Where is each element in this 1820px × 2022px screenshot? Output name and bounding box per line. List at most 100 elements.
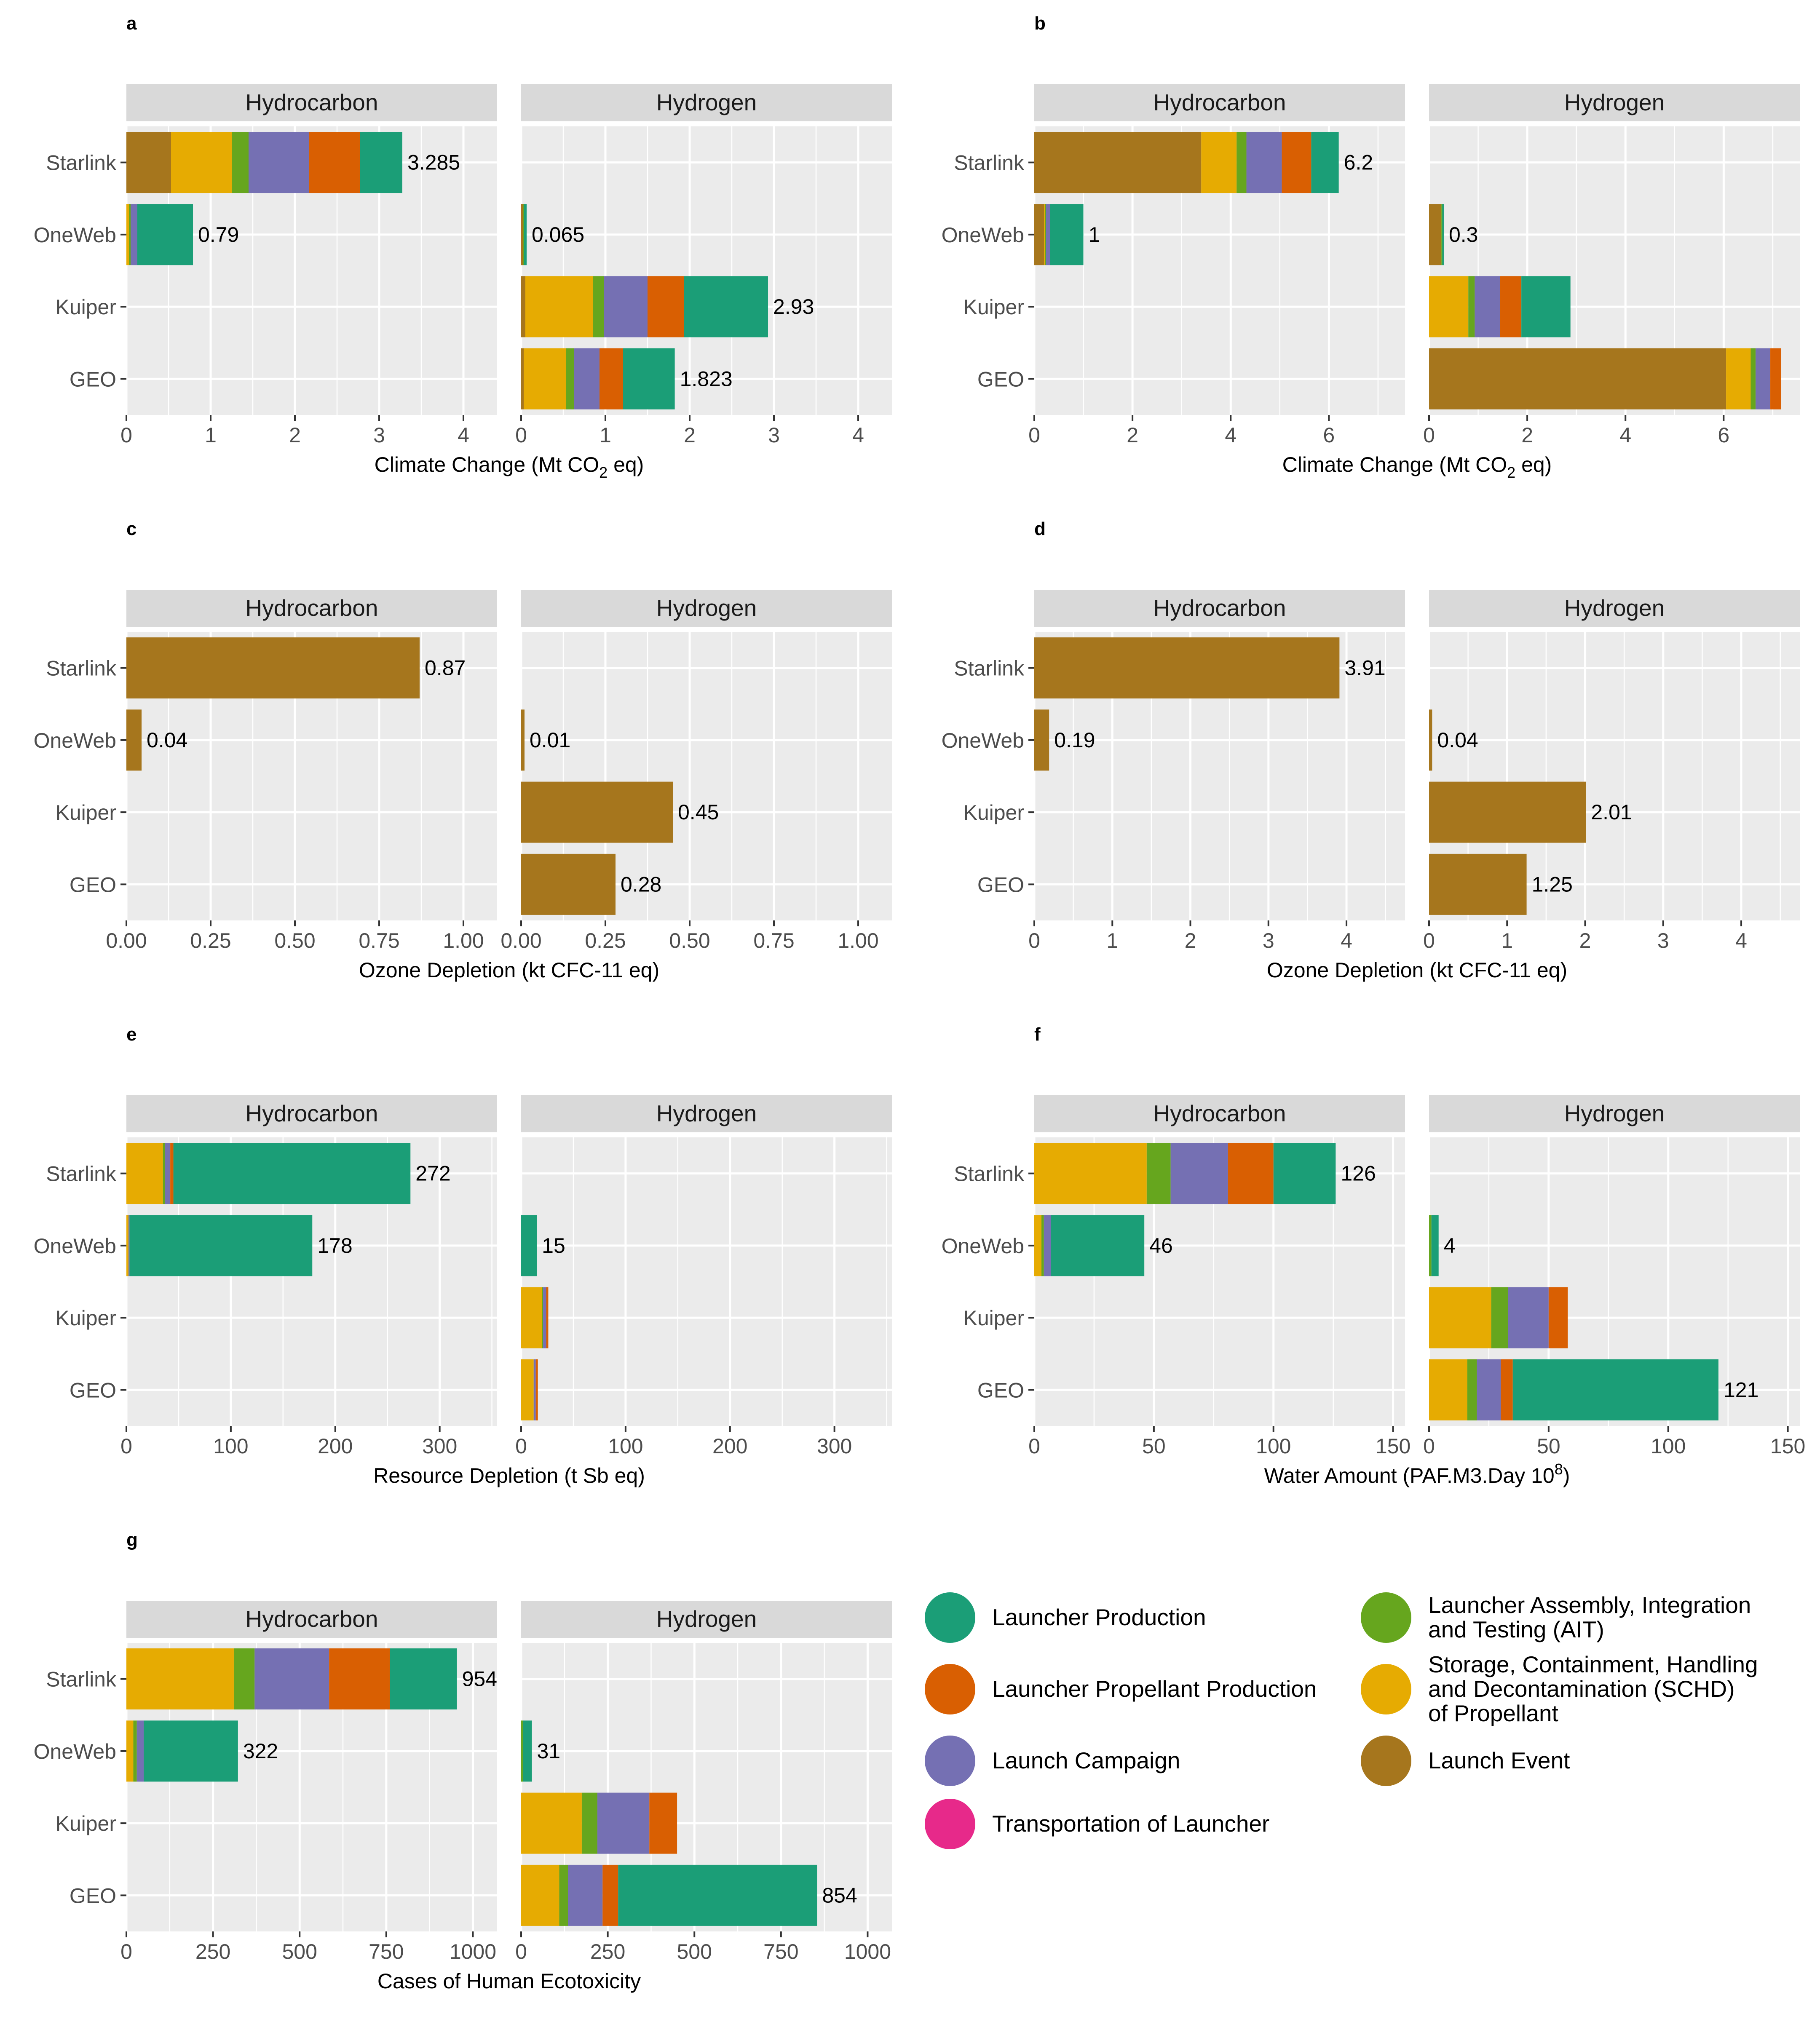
facet-hydrogen: Hydrogen 15 0 100 200 300 — [515, 1095, 892, 1458]
x-tick-label: 0.50 — [669, 929, 710, 952]
x-tick-label: 4 — [852, 423, 864, 447]
bar-segment — [131, 204, 137, 265]
bar-total-label: 0.01 — [530, 728, 570, 752]
bar-total-label: 0.28 — [621, 872, 661, 896]
x-tick-label: 3 — [1263, 929, 1274, 952]
bar-segment — [170, 1143, 174, 1204]
y-tick-label: OneWeb — [942, 1234, 1024, 1258]
x-axis-title: Climate Change (Mt CO2 eq) — [375, 453, 644, 481]
y-tick-label: OneWeb — [942, 223, 1024, 247]
bar-segment — [1429, 1359, 1467, 1420]
bar-segment — [1477, 1359, 1501, 1420]
x-tick-label: 100 — [608, 1434, 643, 1458]
bar-segment — [126, 637, 420, 699]
bar-segment — [171, 132, 232, 193]
panel-tag: e — [126, 1024, 136, 1045]
legend-key — [925, 1664, 975, 1714]
bar-segment — [1051, 1215, 1145, 1276]
bar-total-label: 0.3 — [1449, 223, 1478, 246]
legend-key — [1361, 1592, 1411, 1643]
bar-segment — [1431, 1215, 1439, 1276]
y-tick-label: OneWeb — [942, 729, 1024, 752]
bar-segment — [1237, 132, 1247, 193]
bar-segment — [597, 1792, 650, 1854]
legend-entry: Transportation of Launcher — [925, 1799, 1269, 1849]
bar-oneweb: 31 — [521, 1720, 560, 1782]
chart-f: f Hydrocarbon 126 46 0 50 100 150 Starlink OneWeb… — [942, 1024, 1806, 1487]
facet-strip-label: Hydrogen — [656, 89, 757, 115]
y-tick-label: OneWeb — [34, 223, 116, 247]
bar-segment — [1441, 204, 1443, 265]
bar-total-label: 0.19 — [1054, 728, 1095, 752]
bar-geo — [521, 1359, 538, 1420]
bar-segment — [521, 1792, 582, 1854]
y-tick-label: GEO — [70, 1884, 116, 1907]
x-tick-label: 50 — [1537, 1434, 1560, 1458]
x-tick-label: 1.00 — [838, 929, 878, 952]
panel-tag: d — [1034, 519, 1046, 539]
bar-oneweb: 0.01 — [521, 709, 570, 771]
bar-starlink: 272 — [126, 1143, 451, 1204]
chart-b: b Hydrocarbon 6.2 1 0 2 4 6 Starlink OneWeb Kuiper… — [942, 13, 1800, 481]
bar-segment — [1170, 1143, 1228, 1204]
x-tick-label: 300 — [422, 1434, 457, 1458]
x-tick-label: 0.75 — [753, 929, 794, 952]
bar-segment — [126, 1720, 134, 1782]
legend-key — [925, 1799, 975, 1849]
bar-total-label: 1.823 — [680, 367, 733, 390]
bar-segment — [1468, 276, 1475, 337]
bar-segment — [137, 204, 193, 265]
y-tick-label: GEO — [70, 873, 116, 896]
bar-segment — [521, 709, 525, 771]
bar-segment — [602, 1864, 618, 1926]
x-tick-label: 0.50 — [274, 929, 315, 952]
legend-label: and Decontamination (SCHD) — [1428, 1676, 1735, 1702]
x-tick-label: 0 — [120, 423, 132, 447]
x-tick-label: 100 — [1651, 1434, 1686, 1458]
bar-segment — [521, 1215, 537, 1276]
bar-segment — [521, 348, 524, 409]
legend-key — [1361, 1664, 1411, 1714]
bar-segment — [126, 132, 171, 193]
x-tick-label: 0.25 — [585, 929, 626, 952]
x-tick-label: 4 — [1341, 929, 1352, 952]
legend-label: Transportation of Launcher — [992, 1811, 1269, 1837]
chart-g: g Hydrocarbon 954 322 0 250 500 750 1000 Starlink… — [34, 1530, 892, 1993]
facet-strip — [1034, 590, 1405, 627]
facet-hydrogen: Hydrogen 0.01 0.45 0.28 0.00 0.25 0.50 0.75 1.00 — [500, 590, 892, 952]
bar-segment — [165, 1143, 171, 1204]
y-tick-label: Kuiper — [55, 1812, 116, 1835]
x-tick-label: 2 — [684, 423, 696, 447]
bar-total-label: 272 — [415, 1162, 450, 1185]
facet-strip — [521, 1601, 892, 1638]
legend-label: Launcher Propellant Production — [992, 1676, 1317, 1702]
bar-segment — [126, 709, 142, 771]
bar-segment — [523, 1720, 532, 1782]
bar-segment — [1044, 204, 1045, 265]
facet-strip — [1429, 84, 1800, 121]
legend-key — [925, 1592, 975, 1643]
x-tick-label: 0 — [1028, 423, 1040, 447]
bar-oneweb: 178 — [126, 1215, 353, 1276]
y-tick-label: Starlink — [954, 151, 1025, 175]
bar-oneweb: 15 — [521, 1215, 565, 1276]
facet-strip — [1429, 1095, 1800, 1132]
facet-strip-label: Hydrocarbon — [1154, 595, 1286, 621]
facet-hydrocarbon: Hydrocarbon 272 178 0 100 200 300 Starlink OneWe… — [34, 1095, 497, 1458]
x-axis-title: Water Amount (PAF.M3.Day 108) — [1264, 1460, 1570, 1487]
bar-geo: 1.25 — [1429, 853, 1573, 915]
bar-oneweb: 46 — [1034, 1215, 1173, 1276]
bar-segment — [521, 1359, 534, 1420]
bar-starlink: 3.91 — [1034, 637, 1386, 699]
x-tick-label: 0 — [515, 423, 527, 447]
bar-total-label: 178 — [317, 1234, 352, 1257]
bar-segment — [136, 1720, 144, 1782]
x-axis-title: Ozone Depletion (kt CFC-11 eq) — [359, 958, 659, 982]
bar-segment — [249, 132, 309, 193]
y-tick-label: Starlink — [954, 657, 1025, 680]
x-tick-label: 1000 — [844, 1940, 891, 1963]
bar-segment — [524, 204, 527, 265]
y-tick-label: Kuiper — [55, 801, 116, 824]
